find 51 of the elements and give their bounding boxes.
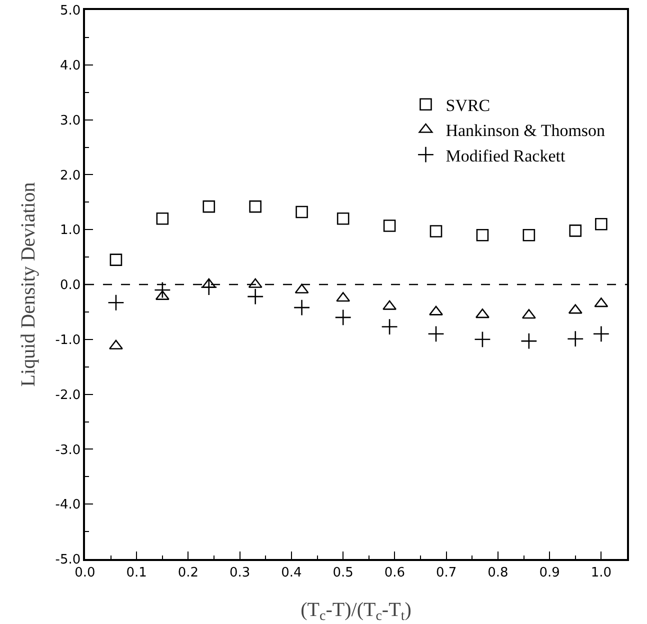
- point: [430, 225, 442, 238]
- x-tick-label: 0.8: [488, 565, 508, 580]
- point: [108, 294, 124, 311]
- y-tick-label: -2.0: [55, 388, 81, 403]
- x-tick-label: 0.1: [126, 565, 147, 580]
- point: [595, 218, 608, 230]
- y-tick-label: -4.0: [55, 498, 81, 513]
- y-tick-label: -1.0: [55, 332, 81, 348]
- x-tick-label: 0.2: [178, 565, 199, 580]
- point: [154, 282, 171, 298]
- legend-label: SVRC: [446, 96, 490, 116]
- point: [249, 200, 262, 213]
- point: [296, 206, 308, 218]
- point: [383, 220, 396, 232]
- y-tick-label: 5.0: [60, 4, 81, 19]
- point: [334, 309, 352, 326]
- y-tick-label: 4.0: [60, 58, 81, 74]
- x-tick-label: 0.7: [436, 565, 457, 580]
- point: [567, 330, 584, 348]
- point: [522, 228, 536, 242]
- point: [569, 224, 582, 237]
- y-tick-label: 2.0: [60, 168, 81, 184]
- x-tick-label: 0.5: [332, 565, 354, 580]
- y-tick-label: 1.0: [60, 223, 81, 238]
- point: [200, 278, 218, 296]
- point: [381, 318, 398, 336]
- y-tick-label: 0.0: [60, 278, 81, 294]
- point: [428, 326, 444, 342]
- point: [156, 212, 169, 225]
- x-tick-label: 0.4: [281, 565, 302, 580]
- x-tick-label: 1.0: [590, 565, 612, 580]
- point: [476, 228, 489, 242]
- point: [592, 326, 610, 342]
- point: [293, 299, 310, 316]
- point: [246, 288, 264, 305]
- y-tick-label: -3.0: [55, 442, 81, 458]
- x-tick-label: 0.0: [74, 565, 96, 580]
- point: [520, 332, 538, 350]
- point: [474, 331, 491, 348]
- point: [202, 200, 216, 213]
- x-tick-label: 0.9: [539, 565, 560, 580]
- legend-label: Hankinson & Thomson: [446, 121, 606, 140]
- y-tick-label: -5.0: [55, 552, 81, 568]
- point: [110, 254, 122, 266]
- x-tick-label: 0.6: [384, 565, 406, 580]
- point: [336, 212, 350, 225]
- legend-label: Modified Rackett: [446, 146, 566, 166]
- x-axis-title: (T$_{c}$-T)/(T$_{c}$-T$_{t}$): [300, 598, 412, 624]
- y-tick-label: 3.0: [60, 113, 81, 128]
- x-tick-label: 0.3: [230, 565, 250, 580]
- y-axis-title: Liquid Density Deviation: [18, 182, 40, 387]
